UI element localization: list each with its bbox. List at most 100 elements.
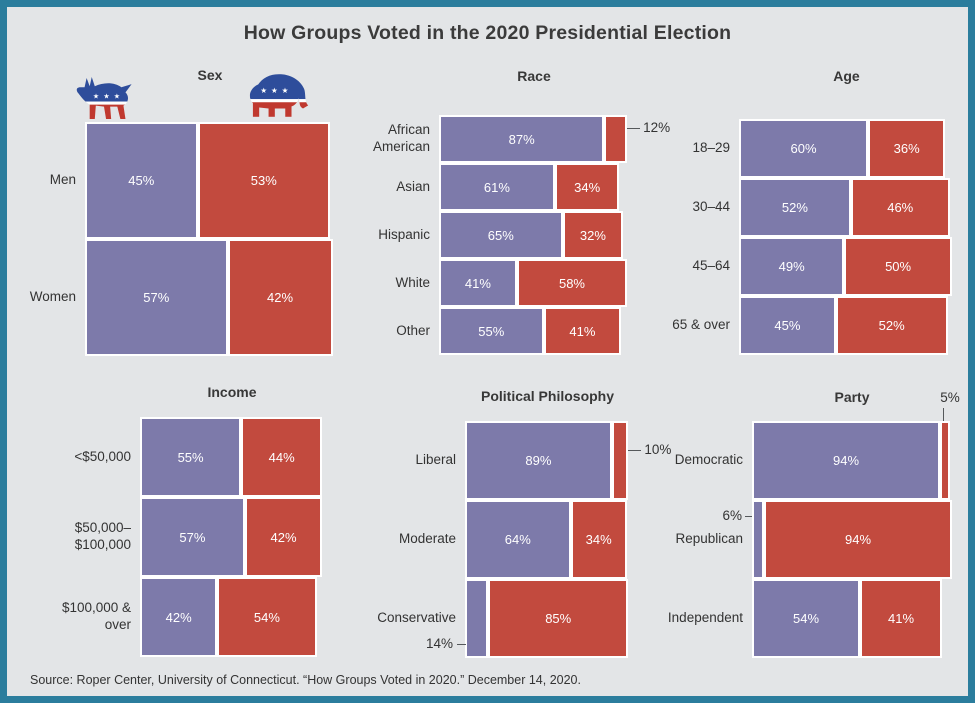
- callout-line: [627, 128, 641, 129]
- bar-group: 65% 32%: [439, 211, 629, 259]
- bar-group: 87%: [439, 115, 629, 163]
- bar-value: 65%: [487, 227, 514, 243]
- bar-value: 55%: [177, 449, 204, 465]
- republican-bar: [611, 421, 629, 500]
- callout-label: 5%: [940, 390, 960, 405]
- bar-group: 45% 52%: [739, 296, 954, 355]
- category-label: Other: [396, 322, 430, 338]
- republican-bar: 44%: [241, 417, 323, 497]
- bar-value: 60%: [790, 141, 817, 156]
- bar-group: 49% 50%: [739, 237, 954, 296]
- republican-bar: 53%: [197, 122, 330, 239]
- category-label: Hispanic: [378, 226, 430, 242]
- bar-value: 36%: [893, 141, 920, 156]
- democratic-bar: 94%: [752, 421, 940, 500]
- bar-value: 61%: [483, 179, 510, 195]
- chart-row: Democratic 94%: [642, 421, 952, 500]
- chart-row: Conservative 85%: [355, 579, 630, 658]
- category-label: Asian: [396, 178, 430, 194]
- bar-group: 55% 41%: [439, 307, 629, 355]
- chart-row: Republican 94%: [642, 500, 952, 579]
- bar-value: 50%: [885, 259, 912, 274]
- chart-row: Other 55% 41%: [343, 307, 629, 355]
- bar-value: 54%: [792, 611, 820, 626]
- democratic-bar: 55%: [439, 307, 544, 355]
- democratic-bar: 60%: [739, 119, 868, 178]
- republican-bar: 50%: [844, 237, 952, 296]
- bar-value: 42%: [270, 529, 297, 545]
- category-label: 45–64: [692, 258, 730, 274]
- democratic-bar: 61%: [439, 163, 555, 211]
- category-label: $100,000 & over: [61, 600, 131, 632]
- democratic-bar: [465, 579, 489, 658]
- chart-row: $100,000 & over 42% 54%: [32, 577, 324, 657]
- bar-group: 54% 41%: [752, 579, 952, 658]
- chart-row: Liberal 89%: [355, 421, 630, 500]
- democratic-bar: 45%: [739, 296, 836, 355]
- democratic-bar: 42%: [140, 577, 218, 657]
- republican-bar: 34%: [554, 163, 620, 211]
- category-label: Moderate: [398, 531, 456, 547]
- category-label: $50,000– $100,000: [74, 520, 131, 552]
- republican-bar: 46%: [850, 178, 950, 237]
- republican-elephant-icon: ★ ★ ★: [249, 74, 309, 117]
- democratic-bar: 57%: [85, 239, 228, 356]
- republican-bar: 52%: [835, 296, 948, 355]
- panel-party: Party Democratic 94% 5% Republican 94% 6% Indep…: [642, 389, 960, 658]
- bar-group: 89%: [465, 421, 630, 500]
- bar-group: 55% 44%: [140, 417, 324, 497]
- callout-line: [745, 516, 752, 517]
- bar-group: 61% 34%: [439, 163, 629, 211]
- panel-income: Income <$50,000 55% 44% $50,000– $100,000 57%…: [32, 384, 324, 657]
- chart-row: 18–29 60% 36%: [647, 119, 954, 178]
- bar-value: 45%: [128, 173, 155, 188]
- bar-group: 42% 54%: [140, 577, 324, 657]
- panel-title: Income: [207, 384, 257, 400]
- bar-value: 89%: [525, 453, 552, 468]
- callout-label: 14%: [425, 635, 453, 651]
- bar-group: 64% 34%: [465, 500, 630, 579]
- bar-value: 34%: [585, 532, 612, 547]
- category-label: <$50,000: [74, 448, 131, 464]
- bar-value: 32%: [579, 227, 606, 243]
- svg-text:★ ★ ★: ★ ★ ★: [93, 93, 121, 101]
- bar-value: 34%: [574, 179, 601, 195]
- callout-line: [943, 408, 944, 421]
- republican-bar: 58%: [516, 259, 628, 307]
- bar-value: 58%: [558, 275, 585, 291]
- category-label: Democratic: [674, 452, 743, 468]
- panel-title: Age: [833, 68, 860, 84]
- callout-label: 12%: [643, 120, 671, 135]
- chart-row: 65 & over 45% 52%: [647, 296, 954, 355]
- figure-title: How Groups Voted in the 2020 Presidentia…: [243, 22, 732, 44]
- bar-group: 41% 58%: [439, 259, 629, 307]
- democratic-bar: 54%: [752, 579, 860, 658]
- bar-value: 41%: [887, 611, 915, 626]
- bar-value: 45%: [774, 318, 801, 333]
- chart-row: Independent 54% 41%: [642, 579, 952, 658]
- panel-sex: ★ ★ ★ ★ ★ ★ Sex Men 45% 53% Women 57% 42%: [17, 67, 335, 356]
- democratic-bar: 55%: [140, 417, 242, 497]
- chart-row: 45–64 49% 50%: [647, 237, 954, 296]
- panel-political-philosophy: Political Philosophy Liberal 89% 10% Moderat…: [355, 388, 671, 658]
- chart-row: Women 57% 42%: [17, 239, 335, 356]
- bar-group: 57% 42%: [85, 239, 335, 356]
- republican-bar: 54%: [217, 577, 317, 657]
- democratic-bar: 57%: [140, 497, 245, 577]
- bar-value: 42%: [165, 609, 192, 625]
- republican-bar: 32%: [562, 211, 624, 259]
- republican-bar: 42%: [227, 239, 333, 356]
- category-label: African American: [372, 122, 430, 154]
- republican-bar: 42%: [244, 497, 323, 577]
- bar-group: 52% 46%: [739, 178, 954, 237]
- bar-group: 94%: [752, 421, 952, 500]
- chart-row: White 41% 58%: [343, 259, 629, 307]
- republican-bar: 85%: [488, 579, 629, 658]
- bar-group: 60% 36%: [739, 119, 954, 178]
- bar-value: 52%: [878, 318, 905, 333]
- category-label: 30–44: [692, 199, 730, 215]
- chart-row: African American 87%: [343, 115, 629, 163]
- source-citation: Source: Roper Center, University of Conn…: [30, 673, 581, 687]
- democratic-donkey-icon: ★ ★ ★: [76, 77, 132, 119]
- category-label: White: [395, 274, 430, 290]
